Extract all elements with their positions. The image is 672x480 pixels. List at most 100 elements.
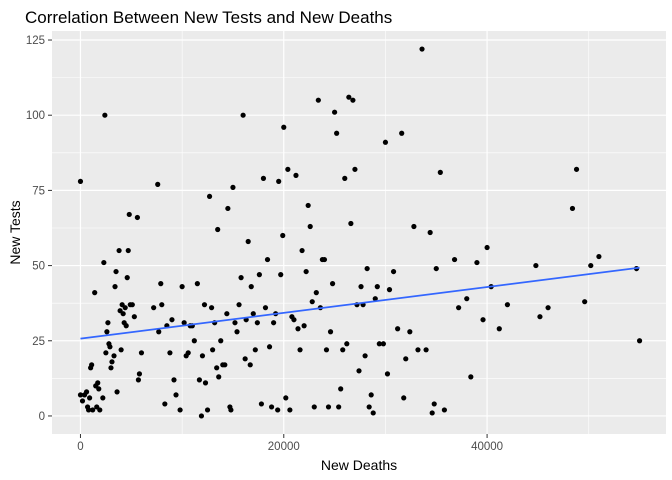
x-tick-label: 40000 <box>471 441 503 453</box>
data-point <box>138 350 145 356</box>
data-point <box>344 341 350 347</box>
data-point <box>234 329 240 335</box>
data-point <box>429 410 435 416</box>
data-point <box>484 244 490 251</box>
data-point <box>297 347 303 353</box>
data-point <box>480 317 486 323</box>
x-tick-label: 20000 <box>268 441 300 453</box>
data-point <box>104 329 110 335</box>
y-axis-ticks: 0 25 50 75 100 125 <box>26 35 52 423</box>
data-point <box>342 175 348 181</box>
data-point <box>215 226 221 233</box>
data-point <box>97 407 103 413</box>
data-point <box>198 413 205 419</box>
data-point <box>348 220 354 227</box>
data-point <box>105 320 111 326</box>
data-point <box>85 407 92 413</box>
data-point <box>120 311 126 317</box>
data-point <box>374 284 380 290</box>
data-point <box>338 386 344 392</box>
data-point <box>636 338 643 344</box>
trend-line-group <box>80 266 640 340</box>
data-point <box>537 314 543 320</box>
data-point <box>311 404 317 410</box>
data-point <box>356 368 362 374</box>
data-point <box>90 407 96 413</box>
data-point <box>196 377 203 383</box>
grid-lines <box>52 31 666 434</box>
data-point <box>236 302 242 308</box>
data-point <box>370 410 376 416</box>
data-point <box>382 139 389 145</box>
data-point <box>134 214 140 221</box>
y-tick-label: 50 <box>32 261 45 273</box>
data-point <box>102 112 108 118</box>
data-point <box>155 181 161 187</box>
data-point <box>109 359 115 365</box>
data-point <box>169 317 175 323</box>
data-point <box>278 272 284 278</box>
data-point <box>305 202 311 209</box>
data-point <box>103 350 109 356</box>
x-axis-title: New Deaths <box>321 457 397 473</box>
data-point <box>204 407 211 413</box>
data-point <box>325 404 332 410</box>
data-point <box>327 329 334 335</box>
data-point <box>415 347 421 353</box>
data-point <box>254 320 260 326</box>
data-point <box>431 401 437 407</box>
data-point <box>451 256 458 263</box>
y-tick-label: 25 <box>32 336 45 348</box>
data-point <box>179 284 185 290</box>
data-point <box>346 94 352 100</box>
data-point <box>238 275 244 281</box>
data-point <box>230 184 236 190</box>
data-point <box>372 296 378 302</box>
data-point <box>441 407 447 413</box>
data-point <box>334 130 340 136</box>
data-point <box>250 311 256 317</box>
data-point <box>504 302 511 308</box>
data-point <box>167 350 173 356</box>
data-point <box>245 238 251 245</box>
data-point <box>228 407 234 413</box>
data-point <box>262 305 269 311</box>
data-point <box>89 362 95 368</box>
data-point <box>321 256 328 263</box>
data-point <box>107 344 113 350</box>
data-point <box>496 326 502 332</box>
data-point <box>181 320 187 326</box>
data-point <box>407 329 413 335</box>
data-point <box>588 262 594 269</box>
data-point <box>260 175 267 181</box>
data-point <box>96 386 102 392</box>
data-point <box>411 223 417 230</box>
data-point <box>401 395 407 401</box>
trend-line <box>80 266 640 340</box>
data-point <box>216 374 222 380</box>
data-point <box>419 46 425 52</box>
data-point <box>280 232 286 239</box>
data-point <box>266 344 273 350</box>
data-point <box>123 323 129 329</box>
data-point <box>340 347 346 353</box>
data-point <box>171 377 177 383</box>
data-point <box>199 353 206 359</box>
y-axis-title: New Tests <box>7 200 23 264</box>
data-point <box>232 320 238 326</box>
data-point <box>136 371 143 377</box>
data-point <box>380 341 386 347</box>
data-point <box>92 290 98 296</box>
data-point <box>283 395 289 401</box>
data-point <box>256 272 262 278</box>
y-tick-label: 75 <box>32 185 45 197</box>
data-point <box>336 404 342 410</box>
data-point <box>395 326 401 332</box>
data-point <box>156 329 162 335</box>
data-point <box>210 347 216 353</box>
data-point <box>126 211 132 218</box>
data-point <box>376 341 382 347</box>
data-point <box>468 374 474 380</box>
data-point <box>275 407 281 413</box>
data-point <box>433 265 439 272</box>
